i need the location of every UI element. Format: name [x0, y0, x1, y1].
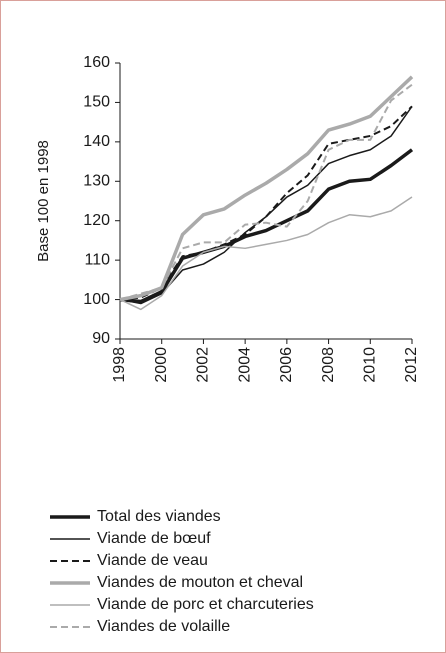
x-tick-label: 2010: [362, 347, 379, 383]
y-tick-label: 120: [83, 212, 110, 229]
y-tick-label: 140: [83, 133, 110, 150]
x-tick-label: 2006: [278, 347, 295, 383]
y-tick-label: 110: [84, 251, 110, 268]
y-tick-label: 90: [92, 330, 110, 347]
series-line: [119, 83, 413, 301]
legend-label: Viande de porc et charcuteries: [97, 596, 314, 613]
y-tick-label: 130: [83, 173, 110, 190]
legend-label: Viande de bœuf: [97, 530, 211, 547]
x-tick-label: 2012: [403, 347, 420, 383]
x-tick-label: 2008: [320, 347, 337, 383]
x-tick-label: 2004: [236, 347, 253, 383]
legend-label: Viandes de volaille: [97, 618, 230, 635]
y-tick-label: 150: [83, 94, 110, 111]
x-tick-label: 2000: [153, 347, 170, 383]
y-tick-label: 100: [83, 291, 110, 308]
legend-label: Viandes de mouton et cheval: [97, 574, 303, 591]
series-line: [119, 148, 414, 304]
y-tick-label: 160: [83, 54, 110, 71]
x-tick-label: 2002: [195, 347, 212, 383]
series-line: [119, 105, 413, 301]
legend-label: Total des viandes: [97, 508, 221, 525]
y-axis-label: Base 100 en 1998: [35, 140, 52, 262]
x-tick-label: 1998: [111, 347, 128, 383]
series-line: [119, 75, 414, 302]
series-line: [119, 196, 413, 311]
legend-label: Viande de veau: [97, 552, 208, 569]
